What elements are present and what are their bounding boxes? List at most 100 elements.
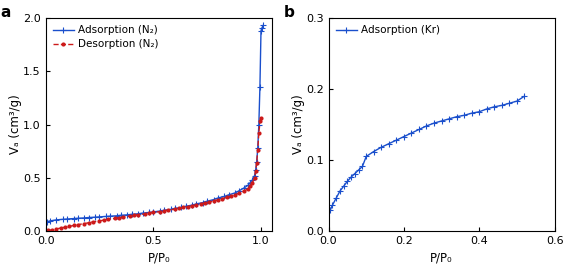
Adsorption (N₂) — [182, 205, 189, 208]
Desorption (N₂) — [201, 201, 208, 205]
Adsorption (N₂) — [59, 218, 66, 221]
Adsorption (Kr) — [333, 197, 340, 200]
Adsorption (N₂) — [189, 204, 196, 207]
Desorption (N₂) — [111, 217, 118, 220]
Adsorption (N₂) — [64, 217, 71, 221]
Adsorption (N₂) — [171, 207, 178, 210]
Adsorption (Kr) — [401, 135, 407, 138]
Adsorption (N₂) — [156, 210, 163, 213]
Adsorption (N₂) — [240, 187, 247, 190]
Adsorption (Kr) — [453, 115, 460, 118]
X-axis label: P/P₀: P/P₀ — [147, 251, 170, 264]
Adsorption (Kr) — [352, 172, 358, 175]
Adsorption (N₂) — [259, 26, 266, 29]
Adsorption (N₂) — [245, 184, 251, 187]
Adsorption (N₂) — [47, 219, 53, 222]
Line: Adsorption (Kr): Adsorption (Kr) — [328, 93, 527, 212]
Adsorption (Kr) — [415, 128, 422, 131]
Adsorption (Kr) — [468, 112, 475, 115]
Adsorption (N₂) — [221, 195, 228, 198]
Adsorption (N₂) — [107, 214, 114, 218]
Adsorption (Kr) — [393, 139, 400, 142]
Adsorption (N₂) — [225, 193, 232, 197]
Desorption (N₂) — [251, 176, 258, 179]
Adsorption (N₂) — [135, 212, 142, 215]
Adsorption (N₂) — [150, 210, 156, 214]
Adsorption (N₂) — [236, 189, 243, 192]
Adsorption (Kr) — [506, 102, 513, 105]
Adsorption (Kr) — [329, 204, 336, 207]
Adsorption (N₂) — [215, 196, 221, 200]
Adsorption (N₂) — [247, 181, 254, 184]
Adsorption (N₂) — [139, 211, 146, 215]
Adsorption (N₂) — [85, 216, 92, 219]
Adsorption (Kr) — [348, 176, 354, 179]
Y-axis label: Vₐ (cm³/g): Vₐ (cm³/g) — [9, 95, 22, 154]
Adsorption (N₂) — [167, 208, 174, 211]
Adsorption (Kr) — [498, 104, 505, 107]
Line: Adsorption (N₂): Adsorption (N₂) — [44, 23, 266, 225]
Adsorption (N₂) — [204, 200, 211, 203]
Adsorption (Kr) — [363, 155, 370, 158]
Adsorption (N₂) — [53, 218, 60, 221]
Adsorption (Kr) — [423, 124, 430, 127]
Adsorption (Kr) — [461, 114, 468, 117]
Adsorption (N₂) — [249, 178, 256, 181]
Adsorption (Kr) — [355, 168, 362, 172]
Adsorption (Kr) — [385, 142, 392, 145]
Adsorption (N₂) — [255, 123, 262, 126]
Legend: Adsorption (N₂), Desorption (N₂): Adsorption (N₂), Desorption (N₂) — [51, 23, 160, 52]
Adsorption (N₂) — [146, 211, 152, 214]
Adsorption (Kr) — [378, 146, 385, 149]
Adsorption (N₂) — [193, 202, 200, 205]
Text: b: b — [283, 5, 294, 20]
Text: a: a — [1, 5, 11, 20]
Adsorption (N₂) — [75, 217, 81, 220]
Legend: Adsorption (Kr): Adsorption (Kr) — [334, 23, 442, 38]
Line: Desorption (N₂): Desorption (N₂) — [46, 116, 263, 232]
Desorption (N₂) — [258, 117, 265, 120]
Adsorption (N₂) — [258, 29, 265, 32]
Adsorption (N₂) — [113, 214, 120, 217]
Adsorption (N₂) — [129, 213, 135, 216]
Adsorption (Kr) — [514, 99, 521, 103]
Adsorption (N₂) — [251, 174, 258, 177]
Adsorption (Kr) — [484, 107, 490, 110]
Adsorption (Kr) — [491, 105, 498, 108]
Adsorption (N₂) — [259, 24, 266, 27]
Adsorption (N₂) — [257, 86, 263, 89]
Adsorption (N₂) — [43, 220, 50, 224]
Adsorption (N₂) — [70, 217, 77, 220]
Desorption (N₂) — [44, 229, 51, 232]
Adsorption (N₂) — [178, 206, 185, 209]
Desorption (N₂) — [232, 193, 238, 197]
Adsorption (Kr) — [336, 190, 343, 193]
Adsorption (N₂) — [118, 214, 125, 217]
Adsorption (N₂) — [210, 198, 217, 201]
Adsorption (Kr) — [359, 165, 366, 168]
Adsorption (Kr) — [370, 150, 377, 153]
Adsorption (N₂) — [232, 191, 238, 194]
Adsorption (Kr) — [431, 122, 438, 125]
Desorption (N₂) — [193, 203, 200, 207]
Y-axis label: Vₐ (cm³/g): Vₐ (cm³/g) — [291, 95, 304, 154]
Desorption (N₂) — [189, 204, 196, 207]
Adsorption (N₂) — [124, 213, 131, 217]
Adsorption (N₂) — [252, 169, 259, 172]
X-axis label: P/P₀: P/P₀ — [430, 251, 453, 264]
Adsorption (Kr) — [340, 185, 347, 188]
Adsorption (Kr) — [521, 94, 528, 98]
Adsorption (Kr) — [476, 110, 483, 113]
Adsorption (N₂) — [254, 146, 261, 150]
Adsorption (N₂) — [253, 160, 260, 163]
Adsorption (N₂) — [160, 209, 167, 212]
Adsorption (N₂) — [92, 215, 98, 219]
Adsorption (N₂) — [200, 201, 207, 204]
Adsorption (Kr) — [344, 180, 351, 183]
Adsorption (N₂) — [81, 216, 88, 220]
Adsorption (Kr) — [438, 119, 445, 123]
Adsorption (N₂) — [96, 215, 103, 218]
Adsorption (N₂) — [102, 215, 109, 218]
Adsorption (Kr) — [327, 208, 334, 211]
Adsorption (Kr) — [446, 117, 452, 120]
